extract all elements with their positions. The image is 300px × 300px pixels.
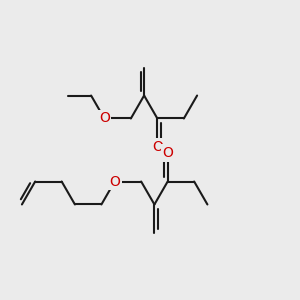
Text: O: O [109, 175, 120, 188]
Text: O: O [162, 146, 173, 160]
Text: O: O [152, 140, 163, 154]
Text: O: O [99, 112, 110, 125]
